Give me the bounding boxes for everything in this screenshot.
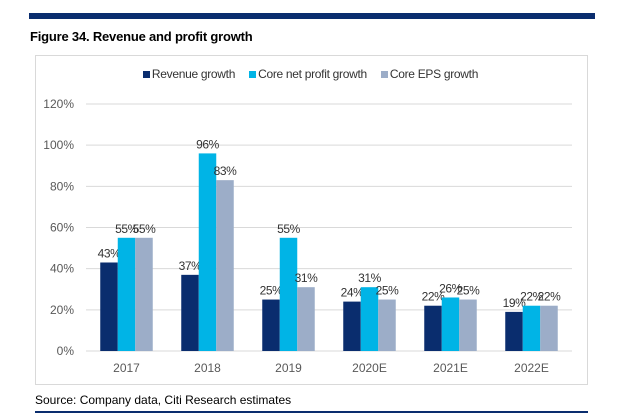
bar: [441, 297, 460, 351]
data-label: 96%: [196, 137, 220, 151]
data-label: 83%: [214, 164, 238, 178]
bar: [198, 153, 217, 351]
y-tick-label: 60%: [50, 221, 74, 235]
data-label: 19%: [503, 296, 527, 310]
y-tick-label: 20%: [50, 303, 74, 317]
y-tick-label: 0%: [57, 344, 75, 358]
bar: [424, 305, 442, 351]
x-tick-label: 2022E: [514, 361, 549, 375]
legend-item-eps: Core EPS growth: [380, 67, 479, 81]
legend-swatch-revenue: [142, 70, 150, 78]
source-note: Source: Company data, Citi Research esti…: [35, 393, 292, 407]
bar: [279, 237, 298, 351]
bar: [522, 305, 541, 351]
bar: [343, 301, 361, 351]
bar: [297, 287, 315, 351]
x-tick-label: 2019: [275, 361, 302, 375]
data-label: 31%: [295, 271, 319, 285]
bar: [262, 299, 280, 351]
x-tick-label: 2018: [194, 361, 221, 375]
footer-rule: [35, 411, 588, 413]
bar: [117, 237, 136, 351]
data-label: 37%: [179, 259, 203, 273]
bar: [378, 299, 396, 351]
bar: [540, 305, 558, 351]
y-tick-label: 40%: [50, 262, 74, 276]
bar: [459, 299, 477, 351]
x-tick-label: 2017: [113, 361, 140, 375]
bar: [135, 237, 153, 351]
legend-swatch-net-profit: [249, 70, 257, 78]
data-label: 25%: [260, 284, 284, 298]
chart-legend: Revenue growth Core net profit growth Co…: [0, 67, 621, 81]
legend-swatch-eps: [380, 70, 388, 78]
bar: [216, 180, 234, 351]
bar: [505, 311, 523, 351]
bar: [181, 274, 199, 351]
data-label: 43%: [98, 246, 122, 260]
bar: [100, 262, 118, 351]
data-label: 22%: [538, 290, 562, 304]
x-tick-label: 2021E: [433, 361, 468, 375]
bar: [360, 287, 379, 351]
data-label: 55%: [277, 222, 301, 236]
legend-label: Revenue growth: [151, 67, 236, 81]
data-label: 55%: [133, 222, 157, 236]
legend-label: Core net profit growth: [258, 67, 367, 81]
chart-frame: [35, 55, 588, 385]
data-label: 22%: [422, 290, 446, 304]
figure-title: Figure 34. Revenue and profit growth: [30, 29, 253, 44]
y-tick-label: 120%: [43, 97, 74, 111]
data-label: 26%: [439, 281, 463, 295]
data-label: 22%: [520, 290, 544, 304]
data-label: 25%: [457, 284, 481, 298]
x-tick-label: 2020E: [352, 361, 387, 375]
data-label: 55%: [115, 222, 139, 236]
y-tick-label: 80%: [50, 179, 74, 193]
legend-item-net-profit: Core net profit growth: [249, 67, 367, 81]
y-tick-label: 100%: [43, 138, 74, 152]
data-label: 24%: [341, 286, 365, 300]
data-label: 31%: [358, 271, 382, 285]
header-rule: [29, 13, 595, 19]
legend-item-revenue: Revenue growth: [142, 67, 236, 81]
data-label: 25%: [376, 284, 400, 298]
legend-label: Core EPS growth: [389, 67, 479, 81]
